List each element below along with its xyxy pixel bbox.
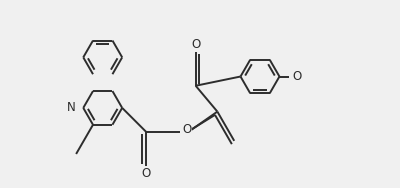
Text: O: O	[191, 38, 200, 51]
Text: O: O	[292, 70, 301, 83]
Text: O: O	[142, 167, 151, 180]
Text: N: N	[67, 101, 76, 114]
Text: O: O	[182, 123, 192, 136]
